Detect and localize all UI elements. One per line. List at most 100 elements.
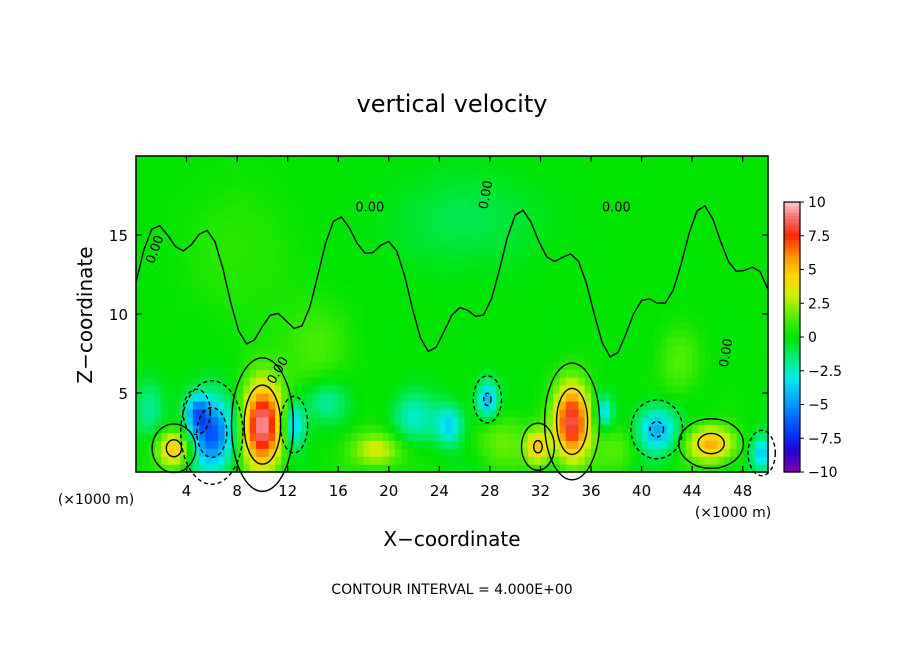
field-cell bbox=[331, 377, 339, 386]
field-cell bbox=[142, 156, 150, 165]
field-cell bbox=[325, 163, 333, 173]
field-cell bbox=[344, 377, 352, 386]
field-cell bbox=[281, 329, 289, 339]
field-cell bbox=[243, 337, 251, 347]
field-cell bbox=[161, 235, 169, 244]
field-cell bbox=[559, 163, 567, 173]
field-cell bbox=[363, 156, 371, 165]
field-cell bbox=[401, 298, 409, 307]
field-cell bbox=[407, 345, 415, 355]
field-cell bbox=[685, 203, 693, 212]
field-cell bbox=[742, 329, 750, 339]
field-cell bbox=[755, 195, 763, 204]
field-cell bbox=[275, 258, 282, 268]
field-cell bbox=[540, 361, 548, 370]
field-cell bbox=[534, 266, 542, 276]
field-cell bbox=[439, 377, 447, 386]
field-cell bbox=[546, 187, 554, 197]
field-cell bbox=[287, 353, 295, 362]
field-cell bbox=[395, 258, 403, 268]
field-cell bbox=[136, 235, 143, 244]
field-cell bbox=[439, 250, 447, 260]
field-cell bbox=[742, 321, 750, 331]
field-cell bbox=[736, 424, 744, 434]
field-cell bbox=[148, 266, 156, 276]
y-tick-label: 10 bbox=[109, 306, 128, 324]
field-cell bbox=[559, 329, 567, 339]
field-cell bbox=[628, 195, 636, 204]
field-cell bbox=[628, 250, 636, 260]
field-cell bbox=[363, 448, 371, 457]
field-cell bbox=[331, 306, 339, 315]
field-cell bbox=[610, 227, 617, 236]
field-cell bbox=[312, 187, 320, 197]
field-cell bbox=[534, 456, 542, 465]
field-cell bbox=[249, 314, 257, 323]
x-tick-label: 40 bbox=[632, 482, 651, 500]
field-cell bbox=[622, 456, 630, 465]
field-cell bbox=[610, 432, 617, 441]
field-cell bbox=[572, 432, 579, 441]
field-cell bbox=[445, 298, 453, 307]
field-cell bbox=[458, 393, 466, 402]
field-cell bbox=[508, 282, 516, 291]
field-cell bbox=[666, 456, 674, 465]
field-cell bbox=[591, 227, 598, 236]
field-cell bbox=[344, 250, 352, 260]
field-cell bbox=[470, 258, 478, 268]
field-cell bbox=[325, 179, 333, 189]
field-cell bbox=[294, 219, 301, 228]
field-cell bbox=[167, 329, 175, 339]
field-cell bbox=[584, 377, 592, 386]
field-cell bbox=[591, 393, 598, 402]
field-cell bbox=[142, 321, 150, 331]
field-cell bbox=[294, 235, 301, 244]
field-cell bbox=[350, 203, 358, 212]
field-cell bbox=[426, 361, 434, 370]
field-cell bbox=[407, 282, 415, 291]
field-cell bbox=[730, 163, 737, 173]
field-cell bbox=[654, 187, 662, 197]
field-cell bbox=[527, 211, 535, 220]
field-cell bbox=[730, 156, 737, 165]
colorbar-segment bbox=[784, 313, 800, 318]
field-cell bbox=[698, 337, 706, 347]
field-cell bbox=[761, 448, 769, 457]
field-cell bbox=[414, 187, 421, 197]
field-cell bbox=[591, 400, 598, 410]
field-cell bbox=[591, 432, 598, 441]
field-cell bbox=[439, 424, 447, 434]
field-cell bbox=[597, 163, 605, 173]
field-cell bbox=[635, 432, 643, 441]
field-cell bbox=[685, 235, 693, 244]
field-cell bbox=[452, 306, 459, 315]
field-cell bbox=[294, 456, 301, 465]
field-cell bbox=[256, 440, 263, 449]
field-cell bbox=[388, 306, 396, 315]
field-cell bbox=[433, 361, 440, 370]
field-cell bbox=[470, 314, 478, 323]
field-cell bbox=[654, 456, 662, 465]
field-cell bbox=[483, 242, 491, 252]
field-cell bbox=[376, 345, 384, 355]
field-cell bbox=[199, 393, 207, 402]
field-cell bbox=[489, 171, 497, 181]
field-cell bbox=[464, 274, 472, 283]
field-cell bbox=[395, 321, 403, 331]
field-cell bbox=[319, 432, 327, 441]
field-cell bbox=[300, 258, 308, 268]
field-cell bbox=[597, 219, 605, 228]
field-cell bbox=[508, 171, 516, 181]
field-cell bbox=[521, 448, 529, 457]
field-cell bbox=[414, 345, 421, 355]
field-cell bbox=[723, 393, 731, 402]
field-cell bbox=[521, 235, 529, 244]
field-cell bbox=[502, 187, 510, 197]
field-cell bbox=[262, 408, 270, 418]
field-cell bbox=[218, 298, 226, 307]
field-cell bbox=[142, 258, 150, 268]
field-cell bbox=[578, 385, 586, 394]
field-cell bbox=[578, 258, 586, 268]
field-cell bbox=[275, 266, 282, 276]
field-cell bbox=[249, 440, 257, 449]
